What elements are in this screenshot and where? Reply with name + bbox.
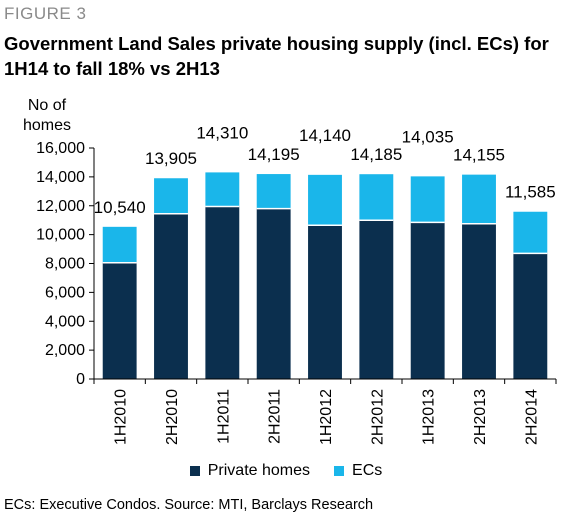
x-tick-label: 2H2014: [523, 389, 540, 445]
legend-item-private: Private homes: [189, 462, 311, 480]
bar-private-homes: [359, 220, 394, 379]
bar-total-label: 10,540: [94, 198, 146, 217]
y-tick-label: 8,000: [45, 256, 85, 273]
x-tick-label: 2H2013: [472, 389, 489, 445]
bar-private-homes: [513, 253, 548, 379]
x-tick-label: 2H2011: [267, 389, 284, 444]
bar-ecs: [154, 178, 188, 214]
x-tick-label: 1H2013: [421, 389, 438, 445]
bar-private-homes: [256, 208, 291, 379]
bar-private-homes: [154, 213, 188, 379]
chart-title: Government Land Sales private housing su…: [4, 33, 549, 79]
y-tick-label: 14,000: [36, 169, 85, 186]
legend-swatch-private: [189, 466, 200, 476]
bar-ecs: [308, 174, 342, 226]
legend: Private homes ECs: [0, 462, 572, 480]
bar-private-homes: [308, 225, 342, 379]
bar-total-label: 14,185: [350, 145, 402, 164]
y-tick-label: 10,000: [36, 227, 85, 244]
legend-label-private: Private homes: [207, 462, 311, 479]
bar-total-label: 13,905: [145, 149, 197, 168]
bar-private-homes: [205, 206, 240, 379]
source-note: ECs: Executive Condos. Source: MTI, Barc…: [4, 497, 374, 513]
bar-ecs: [102, 226, 137, 263]
bar-ecs: [410, 176, 445, 223]
x-tick-label: 1H2011: [215, 389, 232, 444]
bar-private-homes: [462, 223, 496, 379]
bar-ecs: [513, 211, 548, 254]
bar-total-label: 14,035: [402, 127, 454, 146]
figure-label: FIGURE 3: [4, 4, 87, 23]
axes-layer: [89, 147, 557, 384]
legend-swatch-ecs: [334, 466, 345, 476]
y-tick-label: 6,000: [45, 284, 85, 301]
y-tick-label: 2,000: [45, 342, 85, 359]
bars-layer: [102, 172, 548, 379]
legend-item-ecs: ECs: [334, 462, 382, 480]
bar-total-label: 14,140: [299, 126, 351, 145]
y-tick-label: 12,000: [36, 198, 85, 215]
x-tick-label: 2H2010: [164, 389, 181, 445]
y-tick-label: 4,000: [45, 313, 85, 330]
bar-total-label: 14,155: [453, 146, 505, 165]
y-axis-label: No of homes: [22, 97, 72, 134]
labels-layer: 0 2,000 4,000 6,000 8,000 10,000 12,000 14,000 1…: [36, 123, 556, 445]
bar-ecs: [462, 174, 496, 224]
legend-label-ecs: ECs: [352, 462, 383, 479]
x-tick-label: 1H2010: [113, 389, 130, 445]
bar-ecs: [359, 174, 394, 221]
x-tick-label: 1H2012: [318, 389, 335, 445]
bar-private-homes: [410, 222, 445, 379]
bar-total-label: 14,195: [248, 145, 300, 164]
bar-total-label: 11,585: [505, 183, 556, 202]
bar-ecs: [205, 172, 240, 207]
y-tick-label: 16,000: [36, 140, 85, 157]
bar-total-label: 14,310: [196, 123, 248, 142]
bar-ecs: [256, 174, 291, 209]
bar-private-homes: [102, 262, 137, 379]
y-tick-label: 0: [76, 371, 85, 388]
x-tick-label: 2H2012: [369, 389, 386, 445]
